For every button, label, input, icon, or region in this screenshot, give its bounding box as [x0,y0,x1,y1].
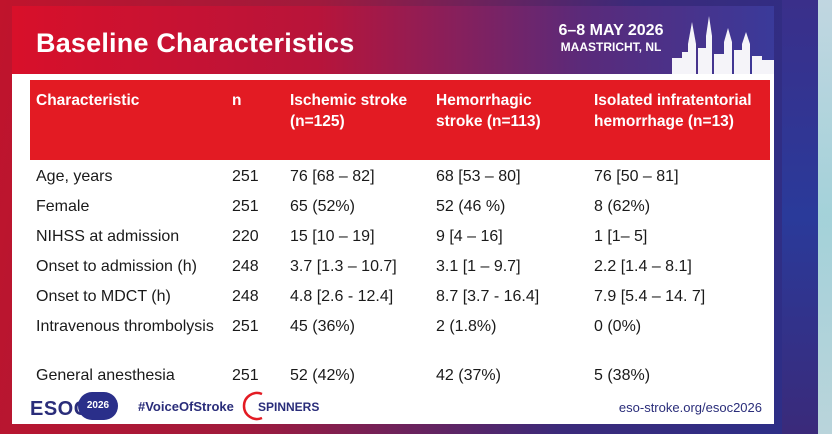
table-cell: 2 (1.8%) [436,318,497,335]
hashtag: #VoiceOfStroke [138,399,234,414]
table-cell: Female [36,198,90,215]
table-cell: Onset to MDCT (h) [36,288,171,305]
table-row: Age, years 251 76 [68 – 82] 68 [53 – 80]… [30,160,770,190]
column-header: n [226,80,284,160]
table-row: Intravenous thrombolysis 251 45 (36%) 2 … [30,310,770,359]
table-cell: 42 (37%) [436,367,501,384]
table-row: Onset to MDCT (h) 248 4.8 [2.6 - 12.4] 8… [30,280,770,310]
event-location: MAASTRICHT, NL [560,40,662,54]
table-cell: 220 [232,228,259,245]
maastricht-skyline-icon [672,16,774,74]
table-cell: 0 (0%) [594,318,642,335]
table-cell: 251 [232,198,259,215]
table-cell: 251 [232,168,259,185]
column-header: Ischemic stroke (n=125) [284,80,430,160]
table-cell: 248 [232,258,259,275]
table-row: Female 251 65 (52%) 52 (46 %) 8 (62%) [30,190,770,220]
table-cell: 76 [50 – 81] [594,168,679,185]
table-cell: 4.8 [2.6 - 12.4] [290,288,394,305]
slide-title: Baseline Characteristics [36,28,355,58]
column-header: Characteristic [30,80,226,160]
table-cell: 65 (52%) [290,198,355,215]
table-cell: 45 (36%) [290,318,355,335]
table-row: Onset to admission (h) 248 3.7 [1.3 – 10… [30,250,770,280]
esoc-year-badge: 2026 [74,392,118,420]
baseline-table: Characteristic n Ischemic stroke (n=125)… [30,80,770,389]
table-header-row: Characteristic n Ischemic stroke (n=125)… [30,80,770,160]
table-cell: 3.1 [1 – 9.7] [436,258,521,275]
table-cell: 52 (46 %) [436,198,506,215]
spinners-logo-icon [242,391,263,421]
table-cell: 8 (62%) [594,198,651,215]
table-cell: 1 [1– 5] [594,228,648,245]
table-cell: Onset to admission (h) [36,258,197,275]
table-cell: 52 (42%) [290,367,355,384]
table-row: General anesthesia 251 52 (42%) 42 (37%)… [30,359,770,389]
table-cell: 68 [53 – 80] [436,168,521,185]
table-cell: 248 [232,288,259,305]
table-cell: 251 [232,318,259,335]
table-cell: 8.7 [3.7 - 16.4] [436,288,540,305]
esoc-logo-text: ESOC [30,398,89,420]
table-cell: 9 [4 – 16] [436,228,503,245]
slide-footer: ESOC 2026 #VoiceOfStroke SPINNERS eso-st… [12,386,774,424]
sponsor-name: SPINNERS [258,400,320,414]
table-cell: 76 [68 – 82] [290,168,375,185]
table-cell: Intravenous thrombolysis [36,318,214,335]
slide-header: Baseline Characteristics 6–8 MAY 2026 MA… [12,6,774,74]
column-header: Isolated infratentorial hemorrhage (n=13… [588,80,770,160]
table-cell: 251 [232,367,259,384]
table-cell: Age, years [36,168,113,185]
table-cell: 7.9 [5.4 – 14. 7] [594,288,706,305]
table-cell: General anesthesia [36,367,175,384]
background-edge [782,0,832,434]
slide: Baseline Characteristics 6–8 MAY 2026 MA… [12,6,774,424]
table-cell: NIHSS at admission [36,228,180,245]
table-cell: 3.7 [1.3 – 10.7] [290,258,397,275]
table-cell: 15 [10 – 19] [290,228,375,245]
table-row: NIHSS at admission 220 15 [10 – 19] 9 [4… [30,220,770,250]
table-cell: 2.2 [1.4 – 8.1] [594,258,692,275]
website-url: eso-stroke.org/esoc2026 [618,400,762,415]
column-header: Hemorrhagic stroke (n=113) [430,80,588,160]
background-strip [818,0,832,434]
event-date: 6–8 MAY 2026 [558,22,664,39]
table-cell: 5 (38%) [594,367,651,384]
